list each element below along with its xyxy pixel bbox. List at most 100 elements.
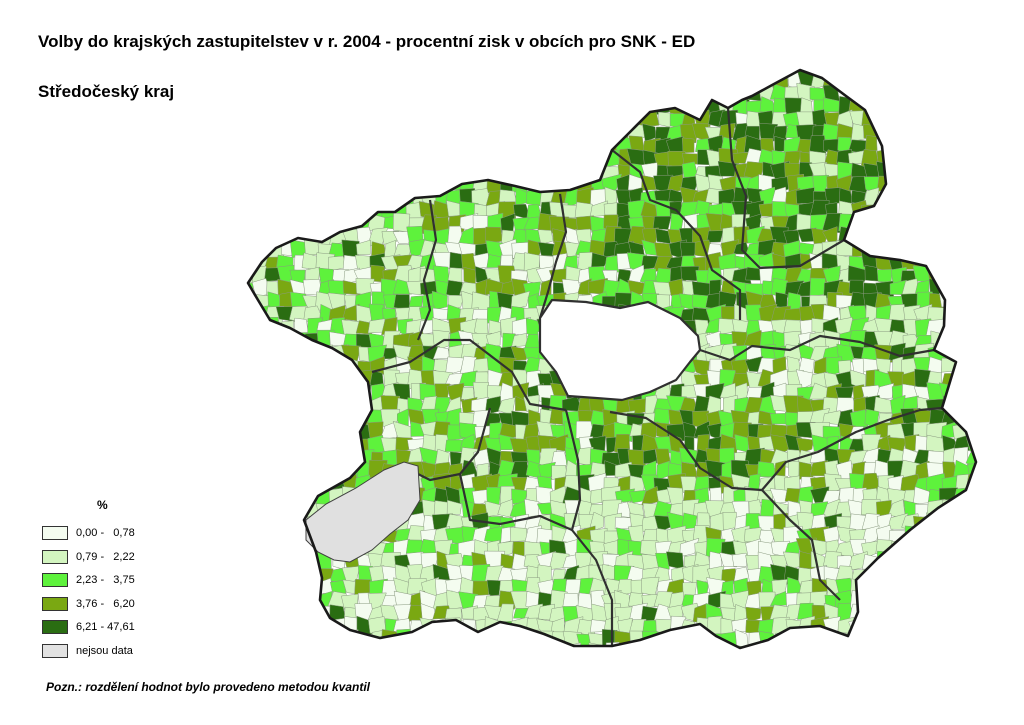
municipality-cell (410, 174, 427, 192)
municipality-cell (927, 97, 947, 117)
municipality-cell (304, 618, 323, 638)
municipality-cell (315, 122, 336, 141)
municipality-cell (277, 331, 295, 349)
municipality-cell (304, 564, 321, 585)
legend-label: 0,00 - 0,78 (76, 527, 135, 539)
municipality-cell (887, 174, 908, 194)
municipality-cell (538, 86, 554, 104)
municipality-cell (291, 489, 310, 506)
municipality-cell (942, 631, 960, 645)
municipality-cell (447, 100, 467, 115)
municipality-cell (826, 70, 841, 77)
municipality-cell (979, 370, 996, 390)
municipality-cell (264, 538, 282, 558)
municipality-cell (303, 656, 319, 674)
municipality-cell (967, 265, 976, 286)
municipality-cell (939, 174, 959, 195)
municipality-cell (681, 137, 695, 153)
municipality-cell (536, 70, 557, 73)
municipality-cell (717, 83, 736, 105)
municipality-cell (983, 386, 998, 399)
municipality-cell (406, 96, 425, 115)
municipality-cell (353, 110, 373, 130)
municipality-cell (314, 449, 334, 465)
municipality-cell (394, 70, 414, 78)
municipality-cell (588, 96, 607, 113)
municipality-cell (248, 473, 256, 492)
municipality-cell (913, 122, 934, 140)
municipality-cell (693, 656, 709, 675)
municipality-cell (954, 215, 972, 232)
municipality-cell (341, 448, 361, 467)
municipality-cell (886, 148, 906, 167)
municipality-cell (250, 187, 271, 208)
municipality-cell (565, 111, 584, 130)
municipality-cell (900, 122, 921, 141)
municipality-cell (250, 435, 271, 455)
district-boundary (609, 410, 763, 492)
municipality-cell (248, 190, 259, 207)
municipality-cell (643, 70, 661, 90)
municipality-cell (576, 124, 595, 141)
municipality-cell (899, 589, 920, 609)
municipality-cell (393, 642, 414, 648)
municipality-cell (248, 241, 257, 259)
municipality-cell (588, 136, 609, 157)
municipality-cell (328, 149, 346, 168)
municipality-cell (263, 410, 281, 429)
municipality-cell (474, 85, 492, 104)
municipality-cell (316, 410, 334, 429)
municipality-cell (614, 630, 633, 648)
municipality-cell (745, 606, 762, 624)
municipality-cell (263, 382, 284, 403)
municipality-cell (266, 70, 284, 77)
municipality-cell (745, 655, 761, 675)
municipality-cell (523, 70, 544, 77)
municipality-cell (264, 125, 284, 143)
municipality-cell (330, 70, 347, 88)
municipality-cell (849, 643, 868, 648)
municipality-cell (461, 84, 480, 104)
municipality-cell (825, 658, 840, 675)
municipality-cell (955, 503, 971, 517)
municipality-cell (838, 646, 855, 648)
municipality-cell (500, 122, 518, 143)
municipality-cell (564, 656, 580, 671)
municipality-cell (887, 577, 906, 595)
municipality-cell (342, 433, 362, 455)
municipality-cell (248, 500, 258, 517)
municipality-cell (914, 230, 932, 246)
municipality-cell (536, 110, 555, 130)
municipality-cell (600, 111, 621, 126)
municipality-cell (328, 655, 346, 674)
municipality-cell (262, 137, 282, 156)
municipality-cell (953, 84, 973, 105)
municipality-cell (890, 606, 906, 621)
municipality-cell (342, 659, 360, 675)
municipality-cell (289, 85, 307, 99)
municipality-cell (460, 108, 475, 130)
municipality-cell (656, 488, 671, 504)
municipality-cell (965, 330, 976, 352)
municipality-cell (289, 371, 307, 390)
municipality-cell (276, 525, 295, 544)
municipality-cell (383, 83, 398, 102)
municipality-cell (930, 630, 947, 648)
municipality-cell (917, 186, 933, 207)
municipality-cell (550, 70, 566, 77)
municipality-cell (913, 96, 933, 114)
municipality-cell (943, 564, 957, 582)
municipality-cell (355, 642, 374, 648)
municipality-cell (574, 109, 594, 131)
municipality-cell (980, 164, 995, 178)
municipality-cell (393, 109, 415, 129)
municipality-cell (302, 82, 322, 104)
municipality-cell (526, 656, 544, 674)
municipality-cell (291, 525, 308, 546)
municipality-cell (307, 343, 319, 364)
municipality-cell (769, 488, 789, 504)
municipality-cell (693, 73, 713, 92)
municipality-cell (756, 643, 778, 648)
municipality-cell (281, 563, 294, 583)
municipality-cell (734, 629, 749, 648)
